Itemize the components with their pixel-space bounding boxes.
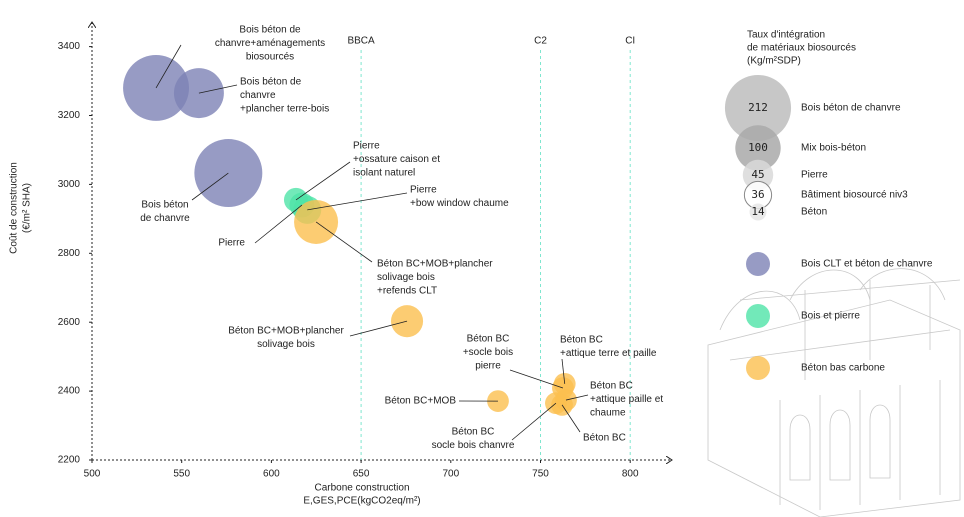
leader-line: [191, 172, 229, 201]
y-tick-label: 2800: [58, 248, 81, 259]
y-tick-label: 3200: [58, 110, 81, 121]
x-axis-label: Carbone construction: [314, 483, 409, 494]
x-tick-label: 750: [532, 469, 549, 480]
size-legend-value: 14: [751, 205, 765, 218]
leader-line: [315, 221, 373, 263]
bubble-label: Pierre: [218, 238, 245, 249]
size-legend-label: Mix bois-béton: [801, 143, 866, 154]
legend-swatch: [746, 304, 770, 328]
bubble-label: Béton BC: [467, 334, 510, 345]
bubble-label: solivage bois: [257, 339, 315, 350]
size-legend-value: 212: [748, 101, 768, 114]
bubbles: [123, 54, 577, 416]
bubble-label: socle bois chanvre: [432, 440, 515, 451]
y-tick-label: 2400: [58, 386, 81, 397]
x-tick-label: 800: [622, 469, 639, 480]
x-tick-label: 650: [353, 469, 370, 480]
bubble-label: +bow window chaume: [410, 198, 509, 209]
bubble-label: Bois béton de: [240, 77, 302, 88]
bubble-label: +ossature caison et: [353, 154, 440, 165]
size-legend-circle: [749, 203, 767, 221]
y-tick-label: 3400: [58, 41, 81, 52]
size-legend-circle: [724, 74, 792, 142]
bubble-label: Béton BC+MOB+plancher: [377, 259, 493, 270]
size-legend-label: Béton: [801, 207, 827, 218]
legend-label: Bois CLT et béton de chanvre: [801, 259, 933, 270]
size-legend-title: de matériaux biosourcés: [747, 43, 856, 54]
leader-line: [565, 394, 589, 401]
building-sketch: [707, 268, 961, 517]
reference-label: C2: [534, 36, 547, 47]
bubble-label: Pierre: [353, 141, 380, 152]
legend-swatch: [746, 252, 770, 276]
leader-line: [509, 369, 564, 389]
x-tick-label: 500: [84, 469, 101, 480]
bubble-label: +attique terre et paille: [560, 348, 657, 359]
bubble-label: chanvre: [240, 90, 276, 101]
legend-swatch: [746, 356, 770, 380]
bubble-label: Bois béton de: [239, 25, 301, 36]
size-legend-title: (Kg/m²SDP): [747, 56, 801, 67]
bubble-label: +attique paille et: [590, 394, 663, 405]
bubble-label: +socle bois: [463, 347, 513, 358]
size-legend-title: Taux d'intégration: [747, 30, 825, 41]
bubble-label: biosourcés: [246, 52, 294, 63]
bubble-label: Béton BC+MOB: [385, 396, 457, 407]
size-legend-label: Bois béton de chanvre: [801, 103, 901, 114]
legend-label: Bois et pierre: [801, 311, 860, 322]
bubble-label: solivage bois: [377, 272, 435, 283]
x-tick-label: 700: [442, 469, 459, 480]
legend-label: Béton bas carbone: [801, 363, 885, 374]
reference-label: CI: [625, 36, 635, 47]
size-legend-value: 100: [748, 141, 768, 154]
bubble-label: pierre: [475, 361, 501, 372]
bubble-label: +plancher terre-bois: [240, 104, 329, 115]
leader-line: [561, 358, 566, 384]
leader-line: [349, 320, 408, 337]
bubble-label: Béton BC: [452, 427, 495, 438]
bubble-label: Béton BC: [560, 335, 603, 346]
bubble-label: +refends CLT: [377, 286, 437, 297]
y-tick-label: 2200: [58, 455, 81, 466]
bubble-label: Béton BC: [583, 433, 626, 444]
y-tick-label: 3000: [58, 179, 81, 190]
y-axis-label: (€/m² SHA): [22, 183, 33, 233]
leader-line: [155, 44, 182, 89]
leader-line: [295, 161, 351, 201]
size-legend-value: 36: [751, 188, 764, 201]
leader-line: [307, 192, 408, 211]
size-legend-label: Bâtiment biosourcé niv3: [801, 190, 908, 201]
reference-label: BBCA: [347, 36, 375, 47]
leader-line: [561, 404, 581, 433]
y-axis-label: Coût de construction: [9, 162, 20, 254]
bubble-label: chaume: [590, 408, 626, 419]
bubble-label: chanvre+aménagements: [215, 38, 325, 49]
bubble-label: Béton BC: [590, 381, 633, 392]
leader-line: [511, 402, 557, 441]
size-legend-circle: [742, 159, 774, 191]
bubble-label: Bois béton: [141, 200, 188, 211]
bubble-label: Pierre: [410, 185, 437, 196]
x-tick-label: 600: [263, 469, 280, 480]
x-tick-label: 550: [173, 469, 190, 480]
size-legend-label: Pierre: [801, 170, 828, 181]
size-legend-value: 45: [751, 168, 764, 181]
size-legend-circle: [735, 125, 781, 171]
leader-line: [254, 204, 303, 244]
y-tick-label: 2600: [58, 317, 81, 328]
bubble-label: de chanvre: [140, 213, 190, 224]
leader-line: [198, 84, 238, 94]
bubble-label: Béton BC+MOB+plancher: [228, 326, 344, 337]
bubble-label: isolant naturel: [353, 168, 415, 179]
x-axis-label: E,GES,PCE(kgCO2eq/m²): [303, 496, 420, 507]
